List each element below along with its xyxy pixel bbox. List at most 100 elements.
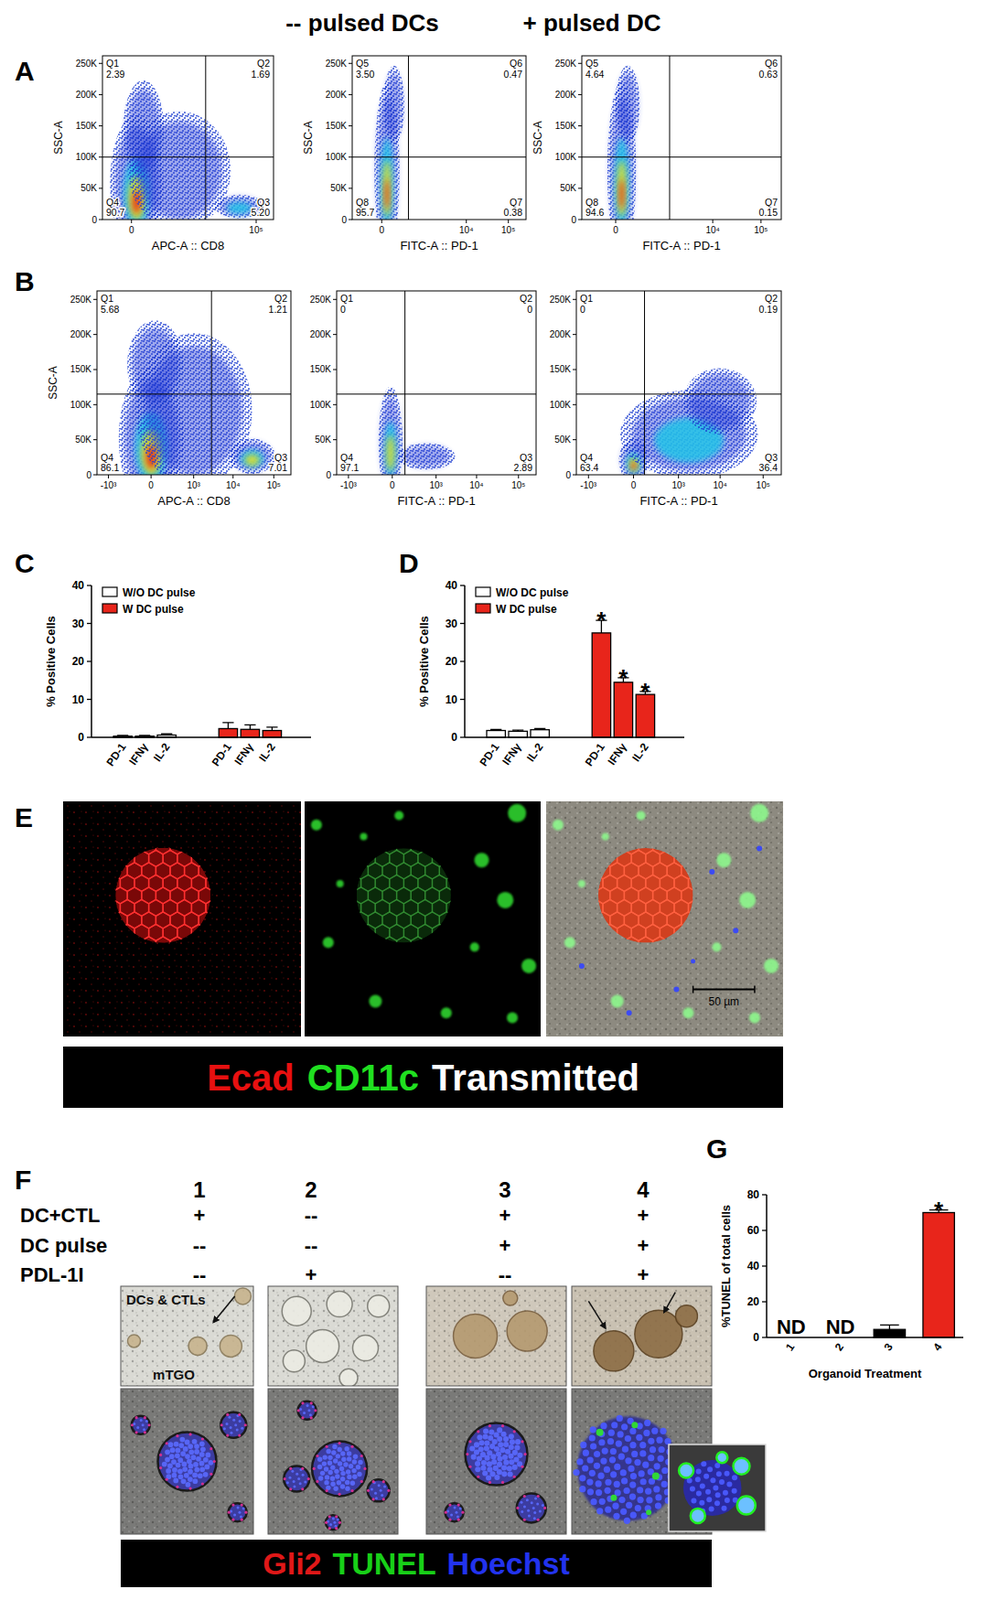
nucleus	[193, 1443, 200, 1450]
gate-line	[336, 393, 537, 395]
gli2-spot	[175, 1434, 179, 1438]
scale-bar	[692, 986, 695, 994]
tick	[578, 125, 582, 127]
gli2-spot	[283, 1477, 287, 1481]
nucleus	[659, 1428, 666, 1435]
gli2-spot	[188, 1432, 192, 1436]
cell-spot	[311, 819, 323, 831]
tick-label: 0	[451, 730, 458, 744]
tick-label: 20	[747, 1295, 761, 1309]
flow-plot: 050K100K150K200K250K010⁵APC-A :: CD8SSC-…	[52, 55, 274, 253]
density-core	[240, 450, 264, 468]
nucleus	[633, 1459, 641, 1466]
gli2-spot	[159, 1466, 162, 1470]
bars	[486, 620, 656, 738]
nucleus	[454, 1511, 458, 1515]
gli2-spot	[147, 1423, 151, 1427]
nucleus	[625, 1502, 633, 1509]
quadrant-value: 4.64	[585, 68, 605, 80]
category-label: PD-1	[477, 740, 503, 769]
gli2-spot	[350, 1445, 354, 1449]
density-cloud	[402, 445, 451, 468]
nucleus	[473, 1449, 480, 1455]
nucleus	[502, 1454, 508, 1461]
bar-chart: 010203040PD-1IFNγIL-2PD-1IFNγIL-2% Posit…	[417, 579, 685, 769]
gli2-spot	[244, 1423, 247, 1427]
nucleus	[627, 1465, 634, 1472]
image-border	[571, 1286, 712, 1386]
organoid	[445, 1503, 464, 1522]
nucleus	[601, 1448, 609, 1455]
nucleus	[705, 1489, 711, 1495]
cell-spot	[749, 1011, 761, 1023]
organoid	[188, 1336, 207, 1355]
annotation: *	[640, 677, 651, 706]
nucleus	[178, 1473, 184, 1480]
scale-bar-label: 50 µm	[708, 995, 740, 1009]
cell-spot	[394, 810, 404, 820]
nucleus	[598, 1439, 605, 1446]
nucleus	[534, 1497, 537, 1501]
gli2-spot	[289, 1487, 292, 1491]
cell-mesh	[588, 837, 703, 954]
tick	[719, 474, 721, 479]
tick-label: 200K	[75, 89, 98, 100]
tick-label: 40	[747, 1259, 761, 1273]
image-border	[120, 1388, 254, 1535]
density-cloud	[380, 396, 401, 475]
nucleus	[383, 1484, 387, 1488]
cell-spot	[507, 804, 527, 823]
cell-spot	[368, 994, 382, 1008]
nucleus	[317, 1457, 323, 1462]
nucleus	[229, 1426, 233, 1429]
panel-letter: C	[14, 547, 35, 579]
nucleus	[612, 1513, 620, 1520]
quadrant-value: 1.21	[268, 303, 289, 315]
column-number: 2	[304, 1177, 317, 1203]
nucleus	[478, 1439, 484, 1446]
tick	[572, 474, 577, 476]
tunel-cell	[690, 1508, 706, 1524]
quadrant-value: 3.50	[355, 68, 376, 80]
cell-outline	[346, 899, 362, 916]
nucleus	[576, 1458, 583, 1465]
category-label: 3	[881, 1340, 896, 1354]
nucleus	[161, 1461, 168, 1468]
fluorescence-image	[120, 1388, 254, 1535]
nucleus	[589, 1434, 596, 1441]
organoid	[325, 1514, 341, 1530]
nucleus	[512, 1464, 518, 1471]
tick	[578, 63, 582, 65]
nucleus	[297, 1477, 301, 1481]
tick-label: -10³	[340, 480, 357, 491]
image-background	[120, 1388, 254, 1535]
organoid	[311, 1440, 367, 1496]
gli2-spot	[300, 1401, 304, 1405]
gli2-spot	[244, 1511, 247, 1515]
error-bar	[880, 1324, 900, 1330]
nucleus	[624, 1435, 632, 1442]
quadrant-value: 0.63	[759, 68, 779, 80]
quadrant-value: 90.7	[106, 206, 126, 218]
gli2-spot	[382, 1480, 386, 1483]
tick-label: 150K	[555, 120, 578, 131]
gli2-spot	[310, 1401, 313, 1405]
gli2-spot	[328, 1526, 332, 1530]
nucleus	[520, 1510, 524, 1514]
nucleus	[526, 1509, 530, 1513]
legend-swatch	[475, 603, 491, 613]
image-label: mTGO	[152, 1366, 195, 1383]
density-core	[614, 138, 630, 220]
cell-spot	[564, 936, 576, 948]
nucleus	[351, 1468, 356, 1473]
quadrant-value: 2.89	[514, 461, 534, 473]
nucleus	[589, 1470, 596, 1477]
condition-mark: --	[304, 1234, 319, 1257]
tick	[460, 698, 465, 700]
tick-label: 100K	[555, 151, 578, 162]
nucleus	[513, 1456, 519, 1462]
tick	[98, 125, 103, 127]
nucleus	[352, 1474, 357, 1480]
organoid	[593, 1331, 634, 1372]
nucleus	[706, 1496, 712, 1503]
